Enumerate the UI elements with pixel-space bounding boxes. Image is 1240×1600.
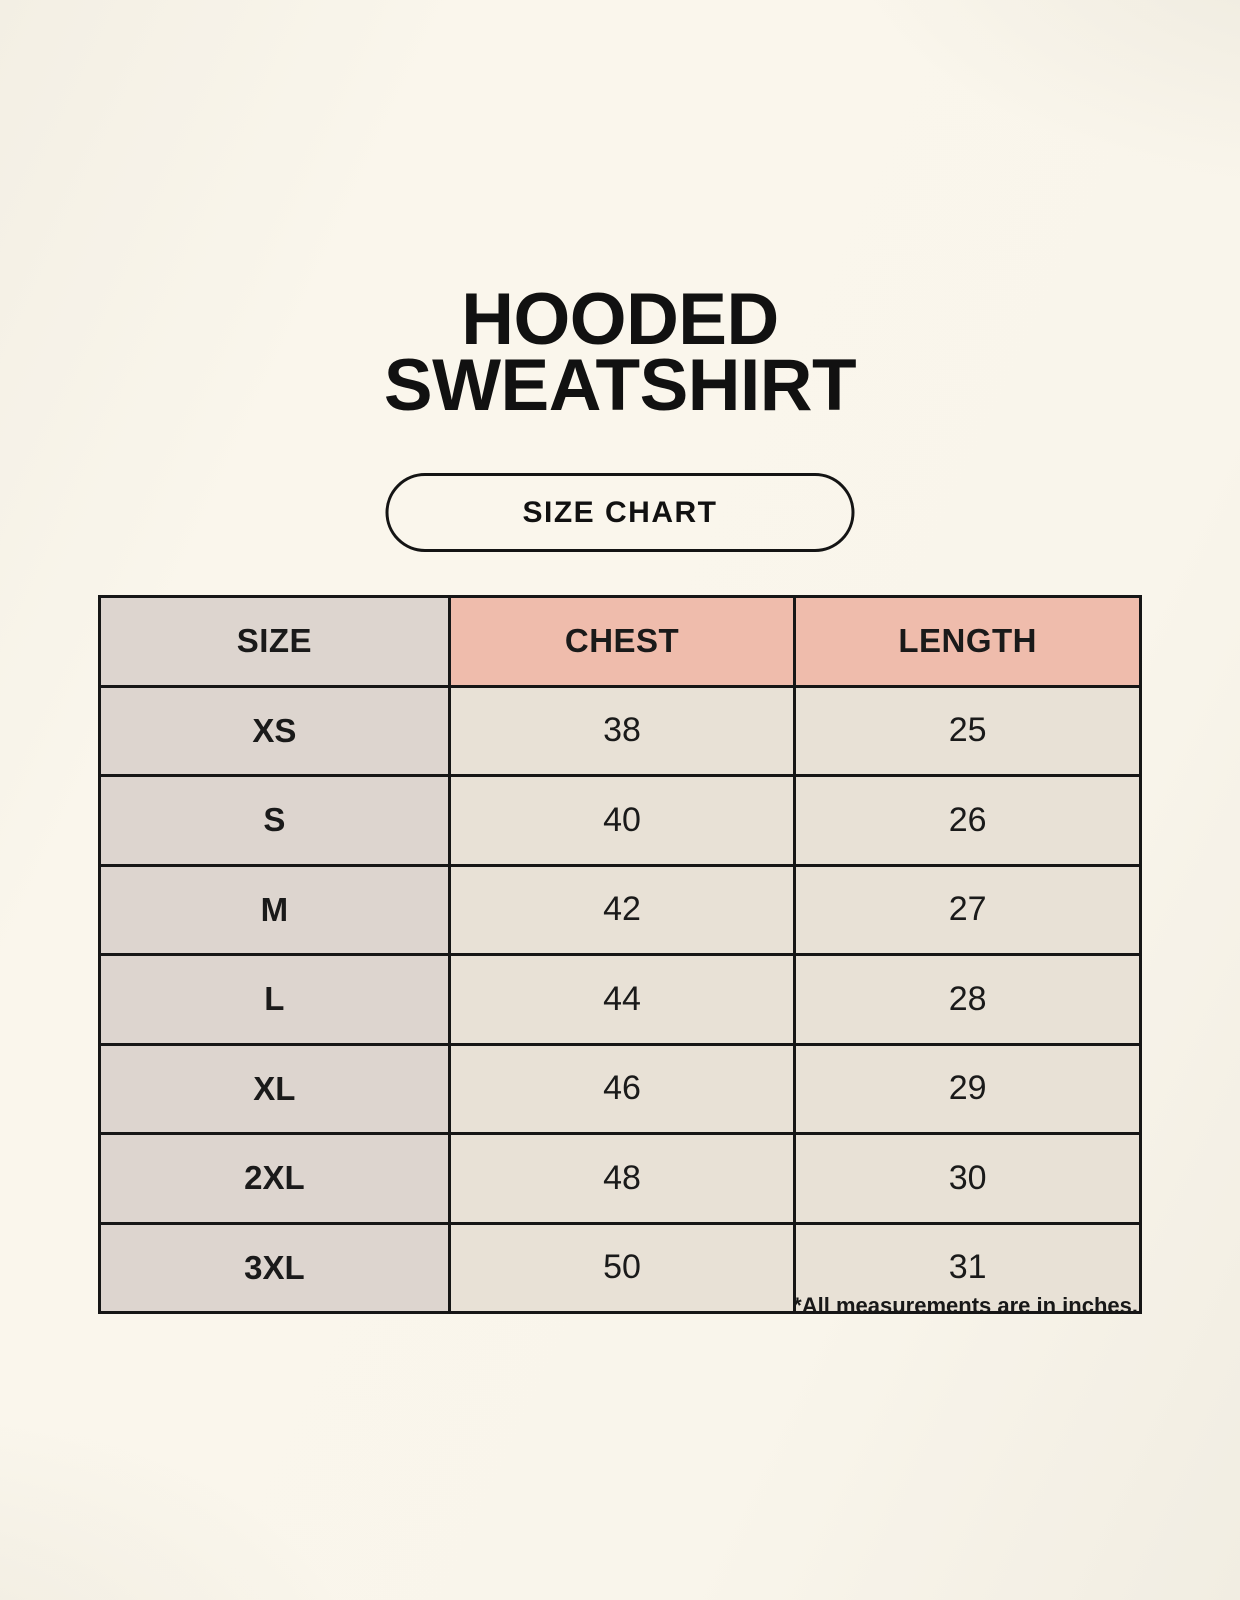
length-cell: 29 [793,1042,1142,1135]
chest-cell: 46 [447,1042,797,1135]
size-table: SIZE CHEST LENGTH XS 38 25 S 40 26 M 42 27 L 44 28 X… [98,595,1142,1314]
chest-cell: 38 [447,684,797,777]
page-title: HOODED SWEATSHIRT [0,279,1240,426]
table-row: 2XL 48 30 [98,1132,1142,1225]
chest-cell: 44 [447,953,797,1046]
table-header-row: SIZE CHEST LENGTH [98,595,1142,688]
length-cell: 30 [793,1132,1142,1225]
title-line-1: HOODED [461,279,779,360]
measurements-footnote: *All measurements are in inches. [793,1293,1138,1318]
title-line-2: SWEATSHIRT [383,345,857,426]
column-header-chest: CHEST [447,595,797,688]
table-row: XS 38 25 [98,684,1142,777]
length-cell: 25 [793,684,1142,777]
table-row: M 42 27 [98,863,1142,956]
column-header-length: LENGTH [793,595,1142,688]
size-chart-button[interactable]: SIZE CHART [385,473,855,552]
length-cell: 27 [793,863,1142,956]
length-cell: 31 [793,1221,1142,1314]
size-cell: L [98,953,451,1046]
size-table-body: XS 38 25 S 40 26 M 42 27 L 44 28 XL 46 29 2XL 48 30 3XL 50 3… [98,684,1142,1314]
size-cell: S [98,774,451,867]
size-cell: XL [98,1042,451,1135]
size-chart-button-label: SIZE CHART [522,495,718,529]
table-row: XL 46 29 [98,1042,1142,1135]
chest-cell: 50 [447,1221,797,1314]
size-cell: M [98,863,451,956]
size-cell: 2XL [98,1132,451,1225]
column-header-size: SIZE [98,595,451,688]
chest-cell: 42 [447,863,797,956]
table-row: L 44 28 [98,953,1142,1046]
length-cell: 26 [793,774,1142,867]
table-row: 3XL 50 31 [98,1221,1142,1314]
size-cell: 3XL [98,1221,451,1314]
length-cell: 28 [793,953,1142,1046]
size-cell: XS [98,684,451,777]
table-row: S 40 26 [98,774,1142,867]
chest-cell: 40 [447,774,797,867]
chest-cell: 48 [447,1132,797,1225]
